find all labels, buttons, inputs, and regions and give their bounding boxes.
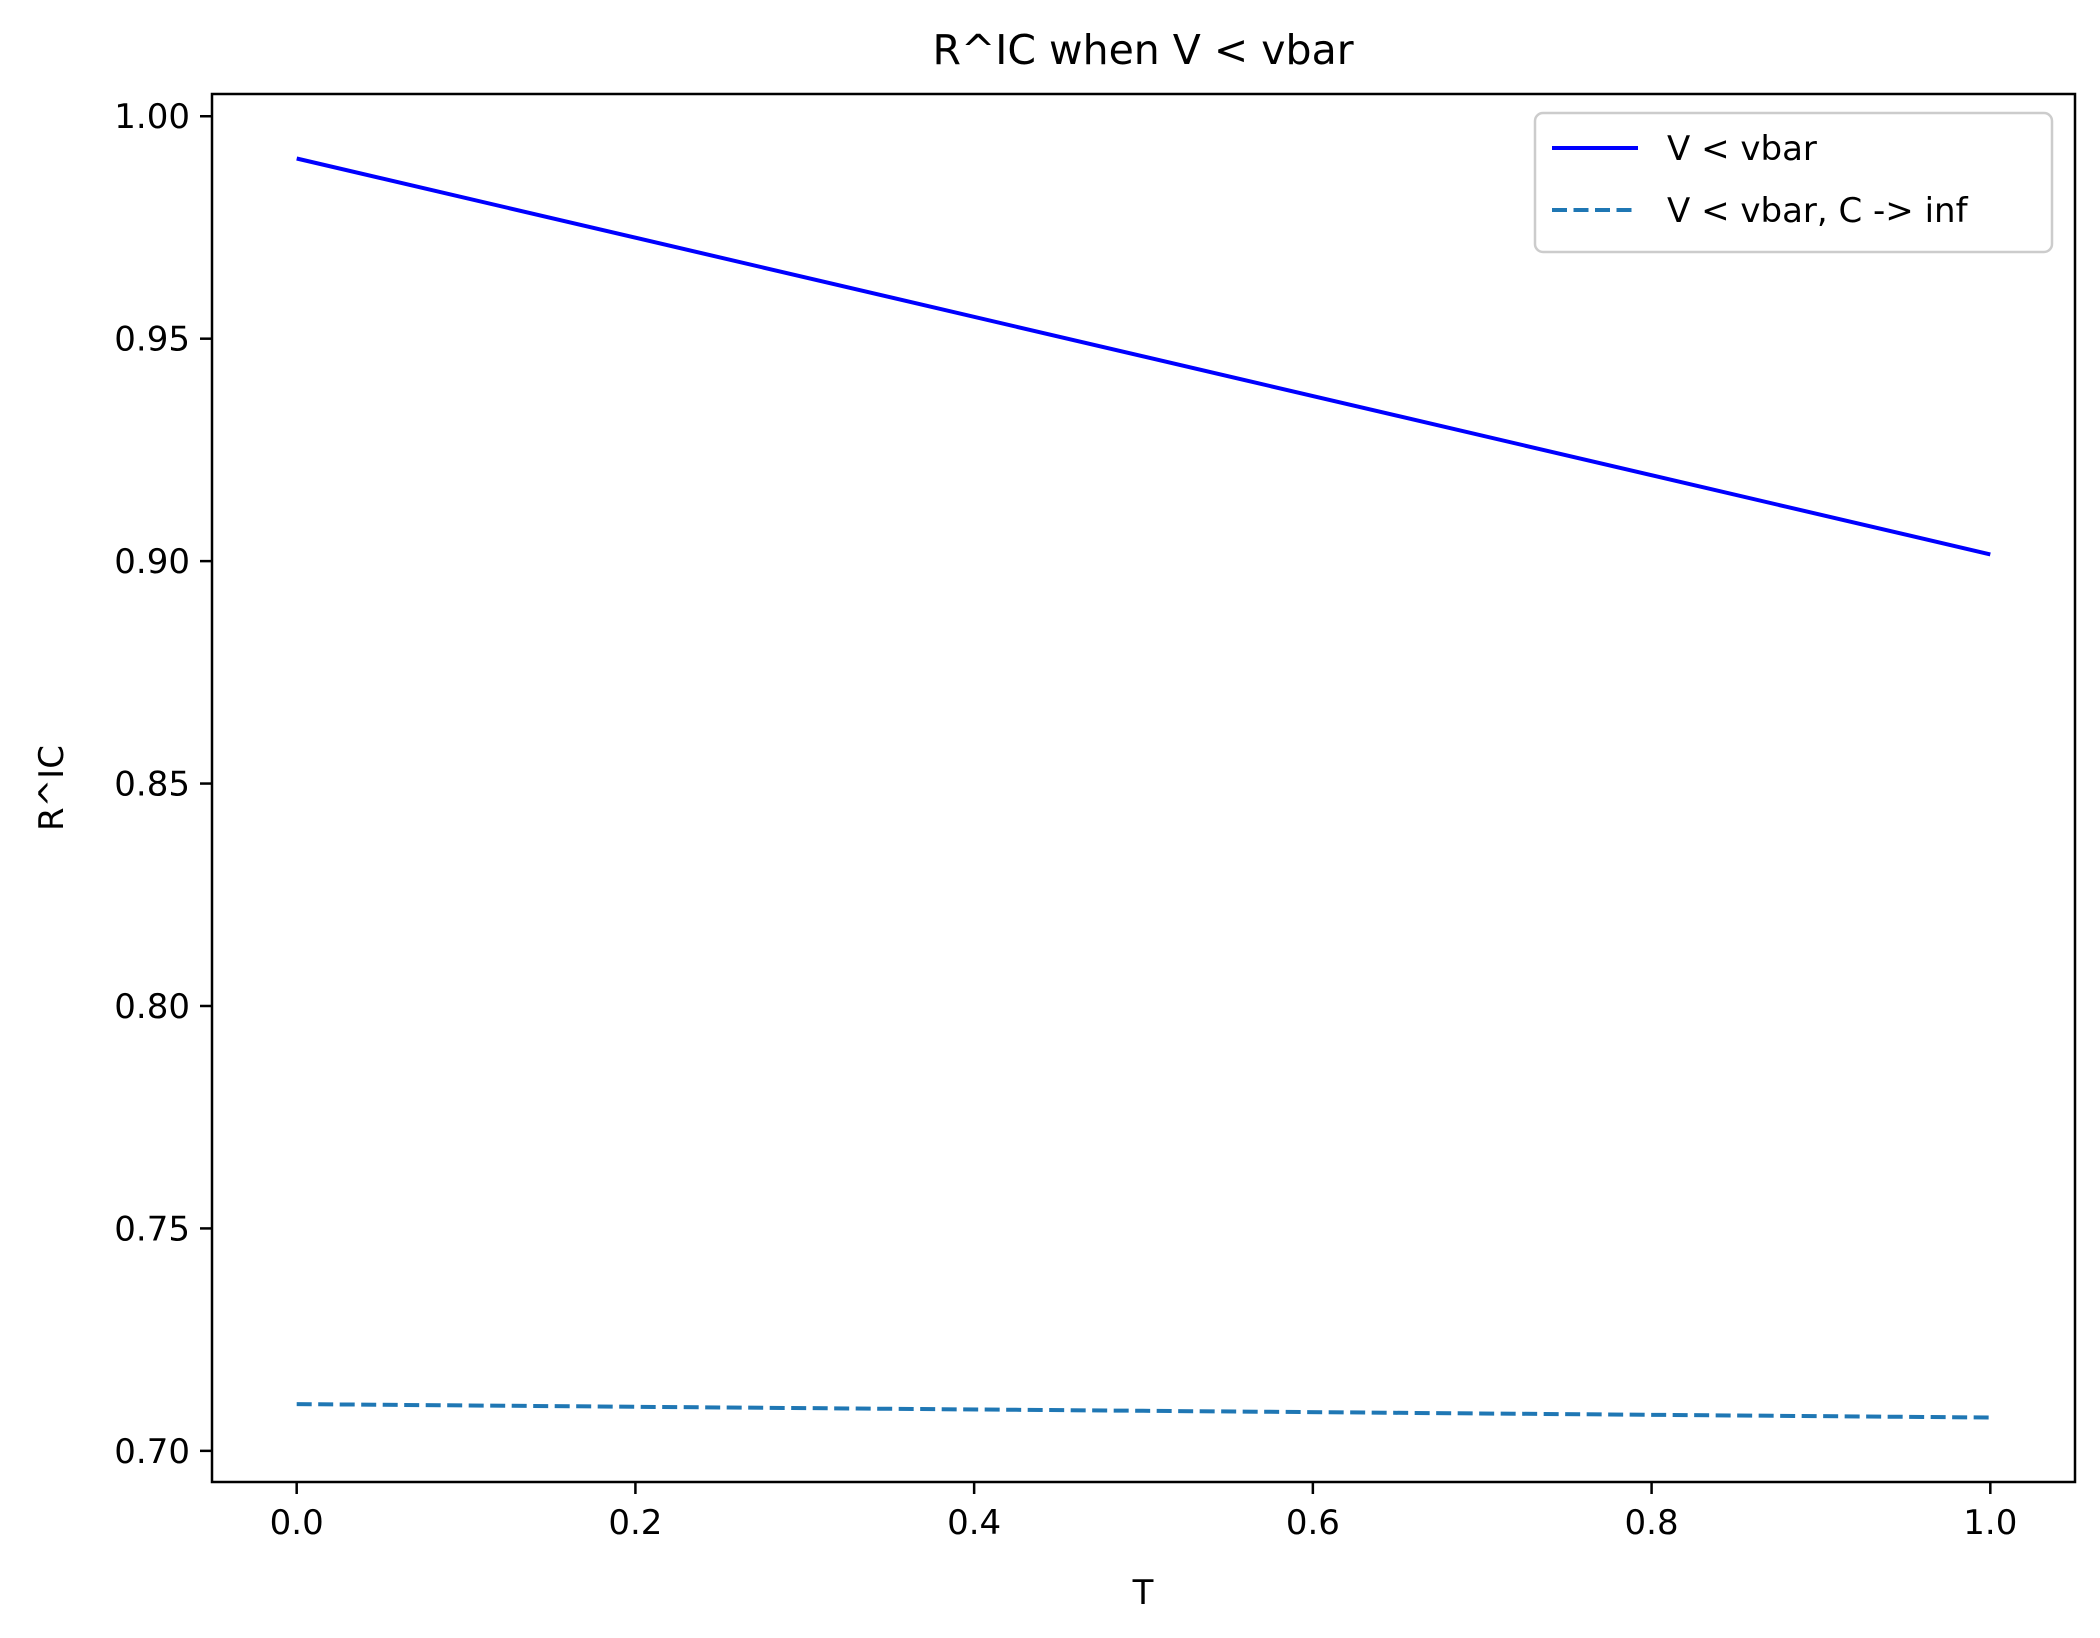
legend: V < vbar V < vbar, C -> inf [1533,111,2054,254]
legend-label-v-lt-vbar-c-inf: V < vbar, C -> inf [1667,191,1969,231]
y-tick-label: 0.70 [114,1432,190,1472]
axes-background [212,94,2075,1482]
x-tick-label: 0.4 [947,1503,1001,1543]
series-line-1 [296,1402,1991,1420]
y-tick-label: 0.75 [114,1209,190,1249]
x-tick-label: 1.0 [1963,1503,2017,1543]
x-axis: 0.0 0.2 0.4 0.6 0.8 1.0 [270,1482,2017,1543]
legend-label-v-lt-vbar: V < vbar [1667,129,1817,169]
series-line-0 [296,156,1991,557]
y-axis: 0.70 0.75 0.80 0.85 0.90 0.95 1.00 [114,97,212,1472]
y-tick-label: 0.85 [114,765,190,805]
y-tick-label: 0.80 [114,987,190,1027]
plot-area [210,92,2077,1484]
y-axis-title: R^IC [32,745,72,831]
y-tick-label: 0.90 [114,542,190,582]
axes-frame [210,92,2077,1484]
x-tick-label: 0.2 [608,1503,662,1543]
x-tick-label: 0.6 [1286,1503,1340,1543]
x-tick-label: 0.0 [270,1503,324,1543]
chart-title: R^IC when V < vbar [932,26,1353,74]
x-tick-label: 0.8 [1625,1503,1679,1543]
y-tick-label: 1.00 [114,97,190,137]
x-axis-title: T [1132,1573,1154,1613]
legend-box [1533,111,2054,254]
y-tick-label: 0.95 [114,320,190,360]
series-layer [296,156,1991,1420]
